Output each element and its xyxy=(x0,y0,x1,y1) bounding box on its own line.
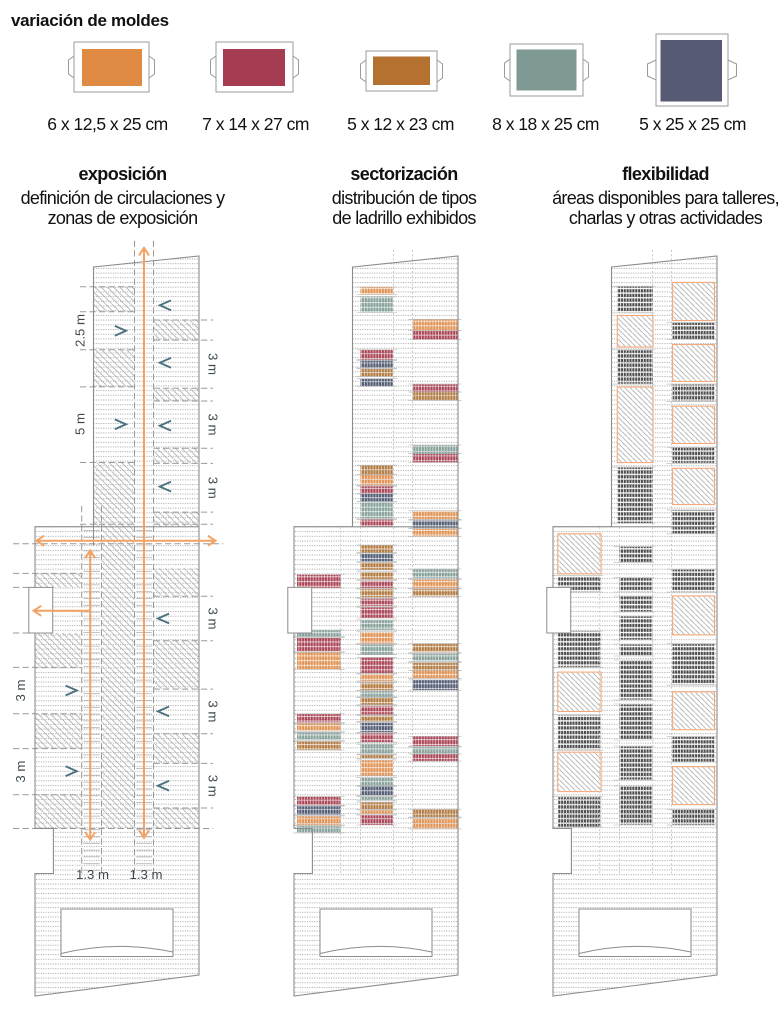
svg-text:1.3 m: 1.3 m xyxy=(130,867,163,882)
svg-text:3 m: 3 m xyxy=(13,761,28,783)
svg-text:3 m: 3 m xyxy=(205,608,220,630)
svg-text:3 m: 3 m xyxy=(205,700,220,722)
svg-text:3 m: 3 m xyxy=(205,775,220,797)
svg-text:1.3 m: 1.3 m xyxy=(76,867,109,882)
svg-text:3 m: 3 m xyxy=(205,353,220,375)
svg-text:2.5 m: 2.5 m xyxy=(73,314,88,347)
svg-text:3 m: 3 m xyxy=(205,477,220,499)
svg-text:3 m: 3 m xyxy=(13,679,28,701)
svg-text:3 m: 3 m xyxy=(205,414,220,436)
svg-text:5 m: 5 m xyxy=(73,413,88,435)
